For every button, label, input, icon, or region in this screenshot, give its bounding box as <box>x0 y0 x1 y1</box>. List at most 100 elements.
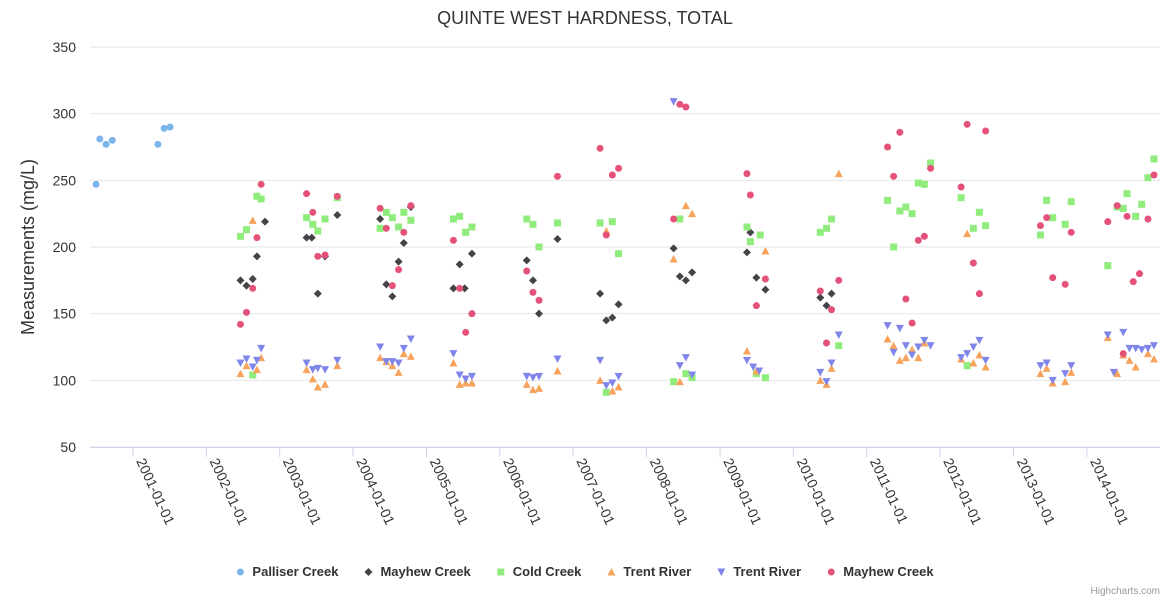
data-point[interactable] <box>926 342 935 350</box>
data-point[interactable] <box>969 224 977 232</box>
data-point[interactable] <box>523 267 531 275</box>
data-point[interactable] <box>1036 369 1045 378</box>
data-point[interactable] <box>670 215 678 223</box>
data-point[interactable] <box>236 359 245 368</box>
data-point[interactable] <box>827 289 836 298</box>
data-point[interactable] <box>321 251 329 259</box>
data-point[interactable] <box>743 170 751 178</box>
data-point[interactable] <box>388 292 397 301</box>
data-point[interactable] <box>249 371 257 379</box>
data-point[interactable] <box>608 313 617 322</box>
legend-item[interactable]: Mayhew Creek <box>827 564 935 579</box>
data-point[interactable] <box>975 351 984 359</box>
data-point[interactable] <box>1143 344 1152 353</box>
data-point[interactable] <box>308 366 317 374</box>
data-point[interactable] <box>908 319 916 327</box>
data-point[interactable] <box>529 220 537 228</box>
data-point[interactable] <box>675 377 684 386</box>
data-point[interactable] <box>1042 359 1051 368</box>
data-point[interactable] <box>313 364 322 373</box>
data-point[interactable] <box>1149 355 1158 363</box>
data-point[interactable] <box>1144 215 1152 223</box>
data-point[interactable] <box>975 336 984 345</box>
data-point[interactable] <box>522 380 531 388</box>
data-point[interactable] <box>828 215 836 223</box>
data-point[interactable] <box>108 136 116 144</box>
data-point[interactable] <box>1067 368 1076 376</box>
data-point[interactable] <box>399 239 408 247</box>
data-point[interactable] <box>890 243 898 251</box>
data-point[interactable] <box>982 222 990 230</box>
data-point[interactable] <box>1150 171 1158 179</box>
data-point[interactable] <box>827 359 836 368</box>
data-point[interactable] <box>822 378 831 386</box>
data-point[interactable] <box>669 98 678 106</box>
data-point[interactable] <box>248 275 257 283</box>
data-point[interactable] <box>376 215 385 223</box>
data-point[interactable] <box>752 273 761 282</box>
data-point[interactable] <box>1131 363 1140 371</box>
data-point[interactable] <box>914 343 923 352</box>
data-point[interactable] <box>1125 344 1134 353</box>
data-point[interactable] <box>253 234 261 242</box>
data-point[interactable] <box>253 192 261 200</box>
legend-marker[interactable] <box>827 568 835 576</box>
data-point[interactable] <box>957 183 965 191</box>
data-point[interactable] <box>602 388 610 396</box>
data-point[interactable] <box>902 295 910 303</box>
data-point[interactable] <box>615 250 623 258</box>
data-point[interactable] <box>333 192 341 200</box>
data-point[interactable] <box>400 228 408 236</box>
data-point[interactable] <box>252 252 261 261</box>
data-point[interactable] <box>834 331 843 340</box>
data-point[interactable] <box>742 356 751 365</box>
data-point[interactable] <box>313 289 322 298</box>
data-point[interactable] <box>1137 346 1146 354</box>
data-point[interactable] <box>681 354 690 362</box>
legend-item[interactable]: Cold Creek <box>497 564 582 579</box>
data-point[interactable] <box>154 140 162 148</box>
data-point[interactable] <box>307 233 316 242</box>
data-point[interactable] <box>1129 278 1137 286</box>
data-point[interactable] <box>248 363 257 372</box>
data-point[interactable] <box>822 301 831 310</box>
data-point[interactable] <box>394 257 403 266</box>
data-point[interactable] <box>309 220 317 228</box>
data-point[interactable] <box>303 214 311 222</box>
data-point[interactable] <box>614 372 623 381</box>
data-point[interactable] <box>914 236 922 244</box>
data-point[interactable] <box>308 375 317 383</box>
data-point[interactable] <box>816 368 825 377</box>
data-point[interactable] <box>675 362 684 370</box>
data-point[interactable] <box>901 353 910 362</box>
legend-marker[interactable] <box>236 568 244 576</box>
data-point[interactable] <box>749 363 758 372</box>
data-point[interactable] <box>260 217 269 226</box>
data-point[interactable] <box>394 368 403 376</box>
legend-item[interactable]: Mayhew Creek <box>364 564 472 579</box>
data-point[interactable] <box>823 224 831 232</box>
data-point[interactable] <box>1144 174 1152 182</box>
data-point[interactable] <box>670 378 678 386</box>
data-point[interactable] <box>920 336 929 345</box>
data-point[interactable] <box>382 280 391 289</box>
data-point[interactable] <box>608 218 616 226</box>
data-point[interactable] <box>252 365 261 374</box>
data-point[interactable] <box>321 366 330 374</box>
data-point[interactable] <box>602 231 610 239</box>
data-point[interactable] <box>314 227 322 235</box>
data-point[interactable] <box>669 255 678 263</box>
data-point[interactable] <box>816 228 824 236</box>
data-point[interactable] <box>382 224 390 232</box>
data-point[interactable] <box>608 387 617 395</box>
data-point[interactable] <box>1132 212 1140 220</box>
data-point[interactable] <box>608 379 617 388</box>
data-point[interactable] <box>1043 196 1051 204</box>
data-point[interactable] <box>1123 190 1131 198</box>
data-point[interactable] <box>1143 349 1152 358</box>
data-point[interactable] <box>884 143 892 151</box>
data-point[interactable] <box>1061 220 1069 228</box>
data-point[interactable] <box>333 211 342 219</box>
data-point[interactable] <box>883 335 892 343</box>
data-point[interactable] <box>920 232 928 240</box>
